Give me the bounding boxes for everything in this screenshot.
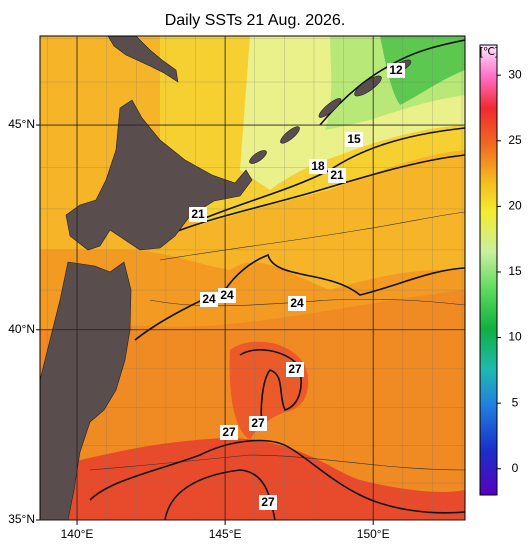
lat-tick-label: 40°N: [8, 322, 35, 336]
contour-label: 21: [330, 168, 344, 182]
contour-label: 27: [288, 362, 302, 376]
contour: [89, 454, 465, 471]
title: Daily SSTs 21 Aug. 2026.: [165, 12, 346, 29]
colorbar: [479, 44, 498, 496]
colorbar-tick-label: 30: [508, 67, 522, 81]
colorbar-label: [℃]: [480, 46, 498, 58]
contour-label-box: [259, 495, 277, 510]
contour: [239, 349, 302, 426]
contour-label-box: [328, 168, 346, 183]
contour-label-box: [249, 416, 267, 431]
colorbar-tick-label: 15: [508, 264, 522, 278]
contour-label-box: [387, 63, 405, 78]
contour: [159, 211, 465, 261]
lon-tick-label: 150°E: [357, 527, 390, 541]
contour: [149, 298, 465, 307]
contour-label: 27: [222, 425, 236, 439]
lat-tick-label: 35°N: [8, 512, 35, 526]
honshu: [40, 261, 132, 520]
contour-label: 12: [389, 63, 403, 77]
island: [249, 150, 267, 164]
island: [354, 75, 382, 97]
lon-tick-label: 140°E: [61, 527, 94, 541]
colorbar-tick-label: 5: [512, 395, 519, 409]
contour-label: 24: [202, 292, 216, 306]
contour-label: 27: [251, 416, 265, 430]
contour: [319, 39, 465, 126]
sakhalin: [107, 36, 179, 83]
contour-label-box: [309, 159, 327, 174]
colorbar-tick-label: 25: [508, 133, 522, 147]
hokkaido: [65, 99, 253, 251]
island: [318, 98, 342, 118]
contour-label: 21: [191, 207, 205, 221]
contour-label: 24: [290, 296, 304, 310]
contour: [174, 154, 465, 233]
colorbar-tick-label: 10: [508, 330, 522, 344]
colorbar-tick-label: 0: [512, 461, 519, 475]
contour-label: 15: [347, 132, 361, 146]
contour-label: 27: [261, 495, 275, 509]
contour-label-box: [220, 425, 238, 440]
contour-label-box: [189, 207, 207, 222]
lat-tick-label: 45°N: [8, 117, 35, 131]
colorbar-tick-label: 20: [508, 199, 522, 213]
contour-label-box: [200, 292, 218, 307]
lon-tick-label: 145°E: [209, 527, 242, 541]
contour-label-box: [286, 362, 304, 377]
sea-coldest: [380, 36, 465, 105]
contour-label: 18: [311, 159, 325, 173]
sea-red-south: [40, 438, 465, 520]
contour-label-box: [288, 296, 306, 311]
contour-label: 24: [220, 288, 234, 302]
contour-label-box: [345, 132, 363, 147]
island: [280, 126, 300, 144]
land: [40, 36, 412, 520]
contour: [89, 439, 465, 514]
contour: [134, 253, 465, 341]
map: [40, 36, 465, 520]
contour-label-box: [218, 288, 236, 303]
